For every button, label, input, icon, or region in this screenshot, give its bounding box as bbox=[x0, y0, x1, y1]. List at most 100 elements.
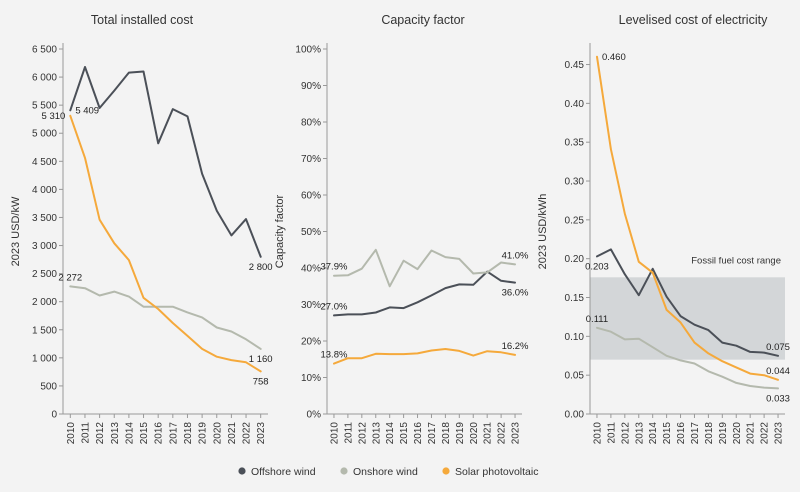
series-line-onshore bbox=[69, 285, 262, 350]
x-tick-label: 2023 bbox=[256, 422, 267, 445]
y-tick-label: 6 500 bbox=[32, 45, 57, 56]
y-tick-label: 0.20 bbox=[565, 254, 585, 265]
x-tick-label: 2010 bbox=[66, 422, 77, 445]
y-tick-label: 0% bbox=[307, 410, 322, 421]
x-tick-label: 2016 bbox=[154, 422, 165, 445]
data-label: 13.8% bbox=[320, 350, 347, 361]
y-tick-label: 500 bbox=[40, 381, 57, 392]
x-tick-label: 2019 bbox=[198, 422, 209, 445]
x-tick-label: 2018 bbox=[183, 422, 194, 445]
data-label: 5 409 bbox=[75, 105, 99, 116]
x-tick-label: 2016 bbox=[413, 422, 424, 445]
x-tick-label: 2014 bbox=[648, 422, 659, 445]
y-tick-label: 0.15 bbox=[565, 293, 585, 304]
y-tick-label: 5 500 bbox=[32, 101, 57, 112]
series-line-offshore bbox=[69, 66, 262, 258]
x-tick-label: 2011 bbox=[343, 422, 354, 444]
data-label: 0.075 bbox=[766, 342, 790, 353]
series-line-offshore bbox=[333, 270, 516, 317]
series-line-solar bbox=[333, 348, 516, 365]
y-tick-label: 2 500 bbox=[32, 269, 57, 280]
legend-label: Offshore wind bbox=[251, 466, 316, 478]
x-tick-label: 2011 bbox=[80, 422, 91, 444]
y-tick-label: 0.10 bbox=[565, 332, 585, 343]
y-tick-label: 1 000 bbox=[32, 353, 57, 364]
y-tick-label: 0.35 bbox=[565, 138, 585, 149]
x-tick-label: 2012 bbox=[357, 422, 368, 445]
data-label: 1 160 bbox=[249, 354, 273, 365]
x-tick-label: 2021 bbox=[746, 422, 757, 445]
y-tick-label: 30% bbox=[301, 300, 321, 311]
x-tick-label: 2022 bbox=[497, 422, 508, 445]
x-tick-label: 2019 bbox=[455, 422, 466, 445]
y-axis-label: 2023 USD/kWh bbox=[537, 194, 549, 270]
y-tick-label: 70% bbox=[301, 154, 321, 165]
y-tick-label: 3 000 bbox=[32, 241, 57, 252]
y-tick-label: 4 000 bbox=[32, 185, 57, 196]
y-tick-label: 0.05 bbox=[565, 371, 585, 382]
x-tick-label: 2023 bbox=[511, 422, 522, 445]
y-tick-label: 80% bbox=[301, 118, 321, 129]
legend-marker-0 bbox=[238, 467, 246, 475]
series-line-offshore bbox=[596, 248, 779, 357]
series-line-onshore bbox=[333, 248, 516, 288]
data-label: 36.0% bbox=[502, 288, 529, 299]
legend-label: Onshore wind bbox=[353, 466, 418, 478]
data-label: 0.033 bbox=[766, 393, 790, 404]
y-tick-label: 2 000 bbox=[32, 297, 57, 308]
band-label: Fossil fuel cost range bbox=[691, 255, 781, 266]
data-label: 2 800 bbox=[249, 262, 273, 273]
y-tick-label: 0.40 bbox=[565, 99, 585, 110]
y-tick-label: 4 500 bbox=[32, 157, 57, 168]
x-tick-label: 2021 bbox=[483, 422, 494, 445]
y-tick-label: 3 500 bbox=[32, 213, 57, 224]
data-label: 16.2% bbox=[502, 341, 529, 352]
x-tick-label: 2022 bbox=[760, 422, 771, 445]
y-tick-label: 5 000 bbox=[32, 129, 57, 140]
series-line-solar bbox=[69, 114, 262, 373]
data-label: 37.9% bbox=[320, 262, 347, 273]
y-tick-label: 100% bbox=[295, 45, 321, 56]
x-tick-label: 2011 bbox=[606, 422, 617, 444]
y-tick-label: 0.25 bbox=[565, 215, 585, 226]
y-tick-label: 60% bbox=[301, 191, 321, 202]
x-tick-label: 2013 bbox=[634, 422, 645, 445]
y-tick-label: 50% bbox=[301, 227, 321, 238]
y-tick-label: 20% bbox=[301, 337, 321, 348]
y-tick-label: 0.45 bbox=[565, 60, 585, 71]
series-line-solar bbox=[596, 55, 779, 381]
y-tick-label: 10% bbox=[301, 373, 321, 384]
y-axis-label: 2023 USD/kW bbox=[10, 196, 22, 266]
x-tick-label: 2015 bbox=[399, 422, 410, 445]
x-tick-label: 2020 bbox=[212, 422, 223, 445]
y-tick-label: 6 000 bbox=[32, 73, 57, 84]
x-tick-label: 2017 bbox=[690, 422, 701, 445]
y-tick-label: 0 bbox=[51, 410, 57, 421]
data-label: 758 bbox=[253, 376, 269, 387]
x-tick-label: 2015 bbox=[662, 422, 673, 445]
x-tick-label: 2017 bbox=[427, 422, 438, 445]
x-tick-label: 2022 bbox=[242, 422, 253, 445]
data-label: 0.460 bbox=[602, 52, 626, 63]
x-tick-label: 2016 bbox=[676, 422, 687, 445]
data-label: 2 272 bbox=[58, 272, 82, 283]
x-tick-label: 2018 bbox=[704, 422, 715, 445]
x-tick-label: 2023 bbox=[774, 422, 785, 445]
data-label: 27.0% bbox=[320, 301, 347, 312]
y-tick-label: 90% bbox=[301, 81, 321, 92]
x-tick-label: 2013 bbox=[371, 422, 382, 445]
data-label: 0.044 bbox=[766, 366, 790, 377]
x-tick-label: 2021 bbox=[227, 422, 238, 445]
x-tick-label: 2014 bbox=[124, 422, 135, 445]
x-tick-label: 2013 bbox=[110, 422, 121, 445]
x-tick-label: 2017 bbox=[168, 422, 179, 445]
x-tick-label: 2014 bbox=[385, 422, 396, 445]
panel-title: Capacity factor bbox=[381, 13, 464, 27]
y-axis-label: Capacity factor bbox=[274, 194, 286, 268]
legend-marker-2 bbox=[442, 467, 450, 475]
x-tick-label: 2012 bbox=[95, 422, 106, 445]
series-line-onshore bbox=[596, 326, 779, 390]
x-tick-label: 2010 bbox=[329, 422, 340, 445]
